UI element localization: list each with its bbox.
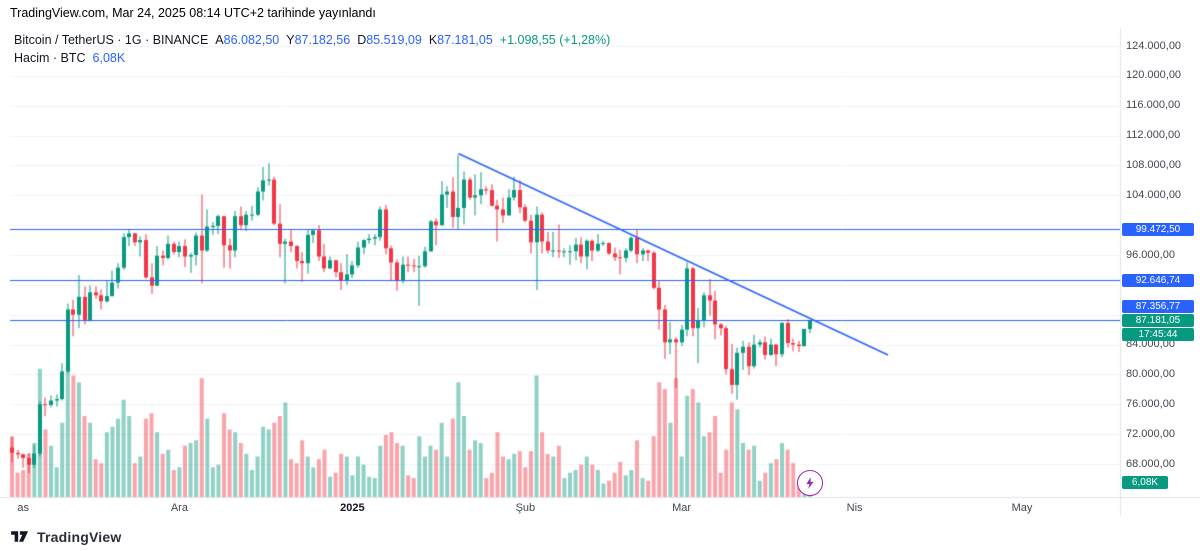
volume-axis-badge: 6,08K xyxy=(1122,476,1168,489)
time-tick-label: 2025 xyxy=(340,502,365,514)
price-tick-label: 84.000,00 xyxy=(1126,338,1175,351)
bar-close-countdown-badge: 17:45:44 xyxy=(1122,327,1194,341)
publish-attribution: TradingView.com, Mar 24, 2025 08:14 UTC+… xyxy=(10,6,376,20)
price-tick-label: 68.000,00 xyxy=(1126,457,1175,470)
chart-legend: Bitcoin / TetherUS · 1G · BINANCE A86.08… xyxy=(14,31,610,67)
ohlc-close: K87.181,05 xyxy=(428,33,493,47)
price-tick-label: 116.000,00 xyxy=(1126,99,1181,112)
time-tick-label: Nis xyxy=(846,502,863,514)
price-tick-label: 76.000,00 xyxy=(1126,397,1175,410)
tradingview-logo-icon xyxy=(11,531,29,542)
time-tick-label: Mar xyxy=(672,502,692,514)
price-change: +1.098,55 (+1,28%) xyxy=(499,33,611,47)
time-tick-label: Şub xyxy=(515,502,536,514)
boost-button[interactable] xyxy=(797,470,823,496)
current-price-badge: 87.181,05 xyxy=(1122,314,1194,328)
price-tick-label: 104.000,00 xyxy=(1126,188,1182,201)
price-level-badge[interactable]: 99.472,50 xyxy=(1122,222,1194,236)
lightning-icon xyxy=(806,477,814,489)
tradingview-logo-text: TradingView xyxy=(37,528,122,545)
price-tick-label: 96.000,00 xyxy=(1126,248,1175,261)
price-level-badge[interactable]: 87.356,77 xyxy=(1122,300,1194,314)
price-tick-label: 120.000,00 xyxy=(1126,69,1182,82)
volume-row: Hacim · BTC 6,08K xyxy=(14,49,610,67)
volume-value: 6,08K xyxy=(92,51,126,65)
price-tick-label: 124.000,00 xyxy=(1126,39,1182,52)
symbol-row: Bitcoin / TetherUS · 1G · BINANCE A86.08… xyxy=(14,31,610,49)
ohlc-low: D85.519,09 xyxy=(357,33,422,47)
time-tick-label: May xyxy=(1011,502,1033,514)
price-tick-label: 80.000,00 xyxy=(1126,367,1175,380)
time-tick-label: Ara xyxy=(170,502,188,514)
volume-study-label[interactable]: Hacim · BTC xyxy=(14,51,86,65)
price-tick-label: 112.000,00 xyxy=(1126,129,1181,142)
price-level-badge[interactable]: 92.646,74 xyxy=(1122,273,1194,287)
ohlc-open: A86.082,50 xyxy=(215,33,280,47)
price-tick-label: 72.000,00 xyxy=(1126,427,1175,440)
time-tick-label: as xyxy=(17,502,29,514)
ohlc-high: Y87.182,56 xyxy=(286,33,351,47)
price-tick-label: 108.000,00 xyxy=(1126,158,1182,171)
tradingview-logo[interactable]: TradingView xyxy=(10,528,121,545)
symbol-title[interactable]: Bitcoin / TetherUS · 1G · BINANCE xyxy=(14,33,209,47)
